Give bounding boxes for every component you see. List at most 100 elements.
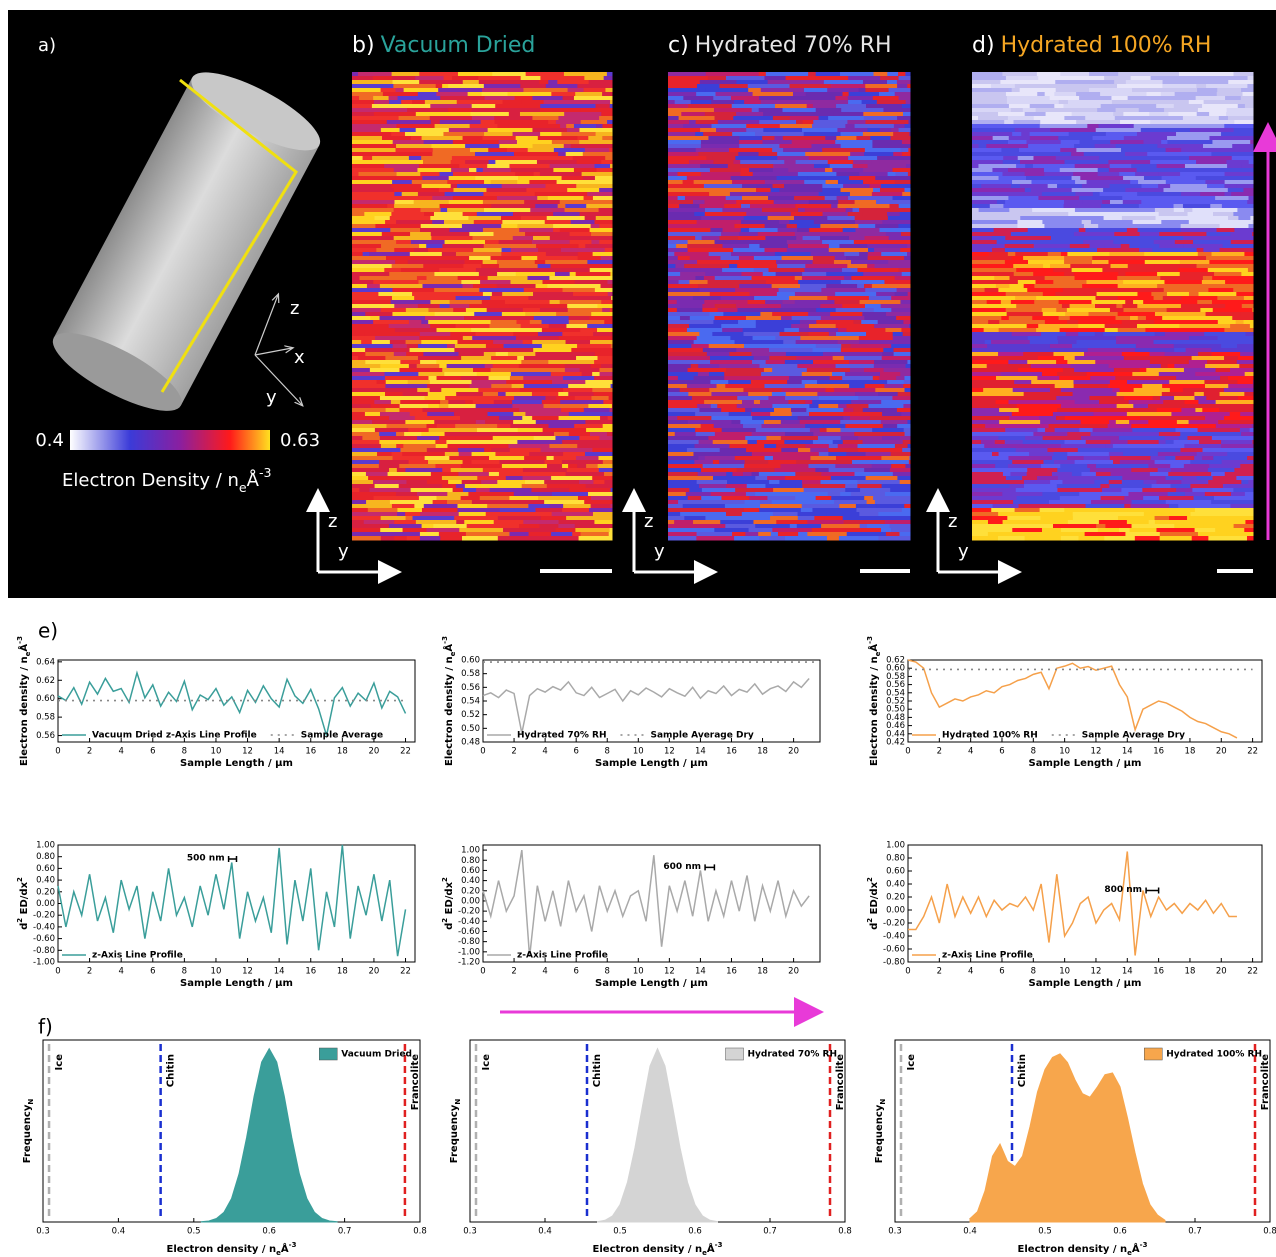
density-cell [909,132,910,137]
density-cell [895,292,908,297]
density-cell [528,504,550,509]
density-cell [1184,464,1210,469]
density-cell [1043,460,1054,465]
y-tick-label: -1.20 [458,958,480,968]
density-cell [678,500,710,505]
density-cell [1198,252,1212,257]
density-cell [506,524,520,529]
density-cell [1154,240,1176,245]
y-axis-label: Electron density / neÅ-3 [866,636,882,766]
density-cell [668,288,700,293]
density-cell [399,408,423,413]
density-cell [689,488,702,493]
density-cell [1057,408,1070,413]
density-cell [422,184,452,189]
density-cell [483,168,511,173]
density-cell [668,468,702,473]
density-cell [1206,312,1242,317]
density-cell [714,424,744,429]
density-cell [1067,456,1084,461]
density-cell [1234,468,1253,473]
density-cell [1155,332,1166,337]
density-cell [1008,456,1052,461]
density-cell [463,80,480,85]
reference-label: Ice [481,1054,492,1071]
density-cell [1099,236,1141,241]
density-cell [678,256,690,261]
density-cell [668,500,679,505]
density-cell [781,316,792,321]
density-cell [733,160,740,165]
x-tick-label: 10 [211,747,222,757]
density-cell [1139,204,1174,209]
density-cell [439,172,453,177]
density-cell [1162,392,1176,397]
density-cell [1204,524,1234,529]
density-cell [1108,160,1150,165]
density-cell [802,272,827,277]
density-cell [411,136,422,141]
density-cell [902,140,911,145]
density-cell [773,456,811,461]
density-cell [588,136,602,141]
density-cell [869,296,892,301]
density-cell [816,72,841,77]
density-cell [796,236,803,241]
density-cell [1070,408,1114,413]
density-cell [1199,440,1222,445]
density-cell [831,84,866,89]
y-axis-label-part: N [454,1099,462,1105]
density-cell [411,488,453,493]
density-cell [381,308,407,313]
density-cell [432,196,453,201]
density-cell [1103,332,1118,337]
x-tick-label: 4 [542,967,547,977]
density-cell [392,76,416,81]
y-axis-label-part: ED/dx [444,881,455,917]
density-cell [1064,508,1101,513]
density-cell [481,120,495,125]
density-cell [352,216,375,221]
density-cell [679,280,690,285]
density-cell [570,272,577,277]
density-cell [668,108,714,113]
density-cell [393,80,420,85]
density-cell [899,96,911,101]
density-cell [352,88,381,93]
density-cell [907,84,910,89]
density-cell [668,180,683,185]
density-cell [764,420,781,425]
density-cell [439,292,484,297]
density-cell [899,128,911,133]
density-cell [491,384,512,389]
density-cell [1012,152,1056,157]
density-cell [823,352,869,357]
density-cell [352,516,381,521]
density-cell [743,472,752,477]
density-cell [562,460,603,465]
density-cell [984,444,1029,449]
density-cell [828,448,858,453]
density-cell [676,244,688,249]
density-cell [466,308,487,313]
density-cell [1008,464,1041,469]
density-cell [461,280,480,285]
density-cell [1159,440,1166,445]
density-cell [972,372,1001,377]
density-cell [1124,504,1131,509]
density-cell [396,176,409,181]
density-cell [972,128,1015,133]
density-cell [802,380,818,385]
density-cell [599,224,612,229]
density-cell [596,216,613,221]
density-cell [972,476,1006,481]
density-cell [352,468,390,473]
density-cell [584,500,612,505]
x-tick-label: 22 [1247,967,1258,977]
density-cell [1125,188,1164,193]
density-cell [585,148,610,153]
density-cell [1235,176,1253,181]
density-cell [687,448,720,453]
density-cell [406,352,424,357]
density-cell [893,168,911,173]
